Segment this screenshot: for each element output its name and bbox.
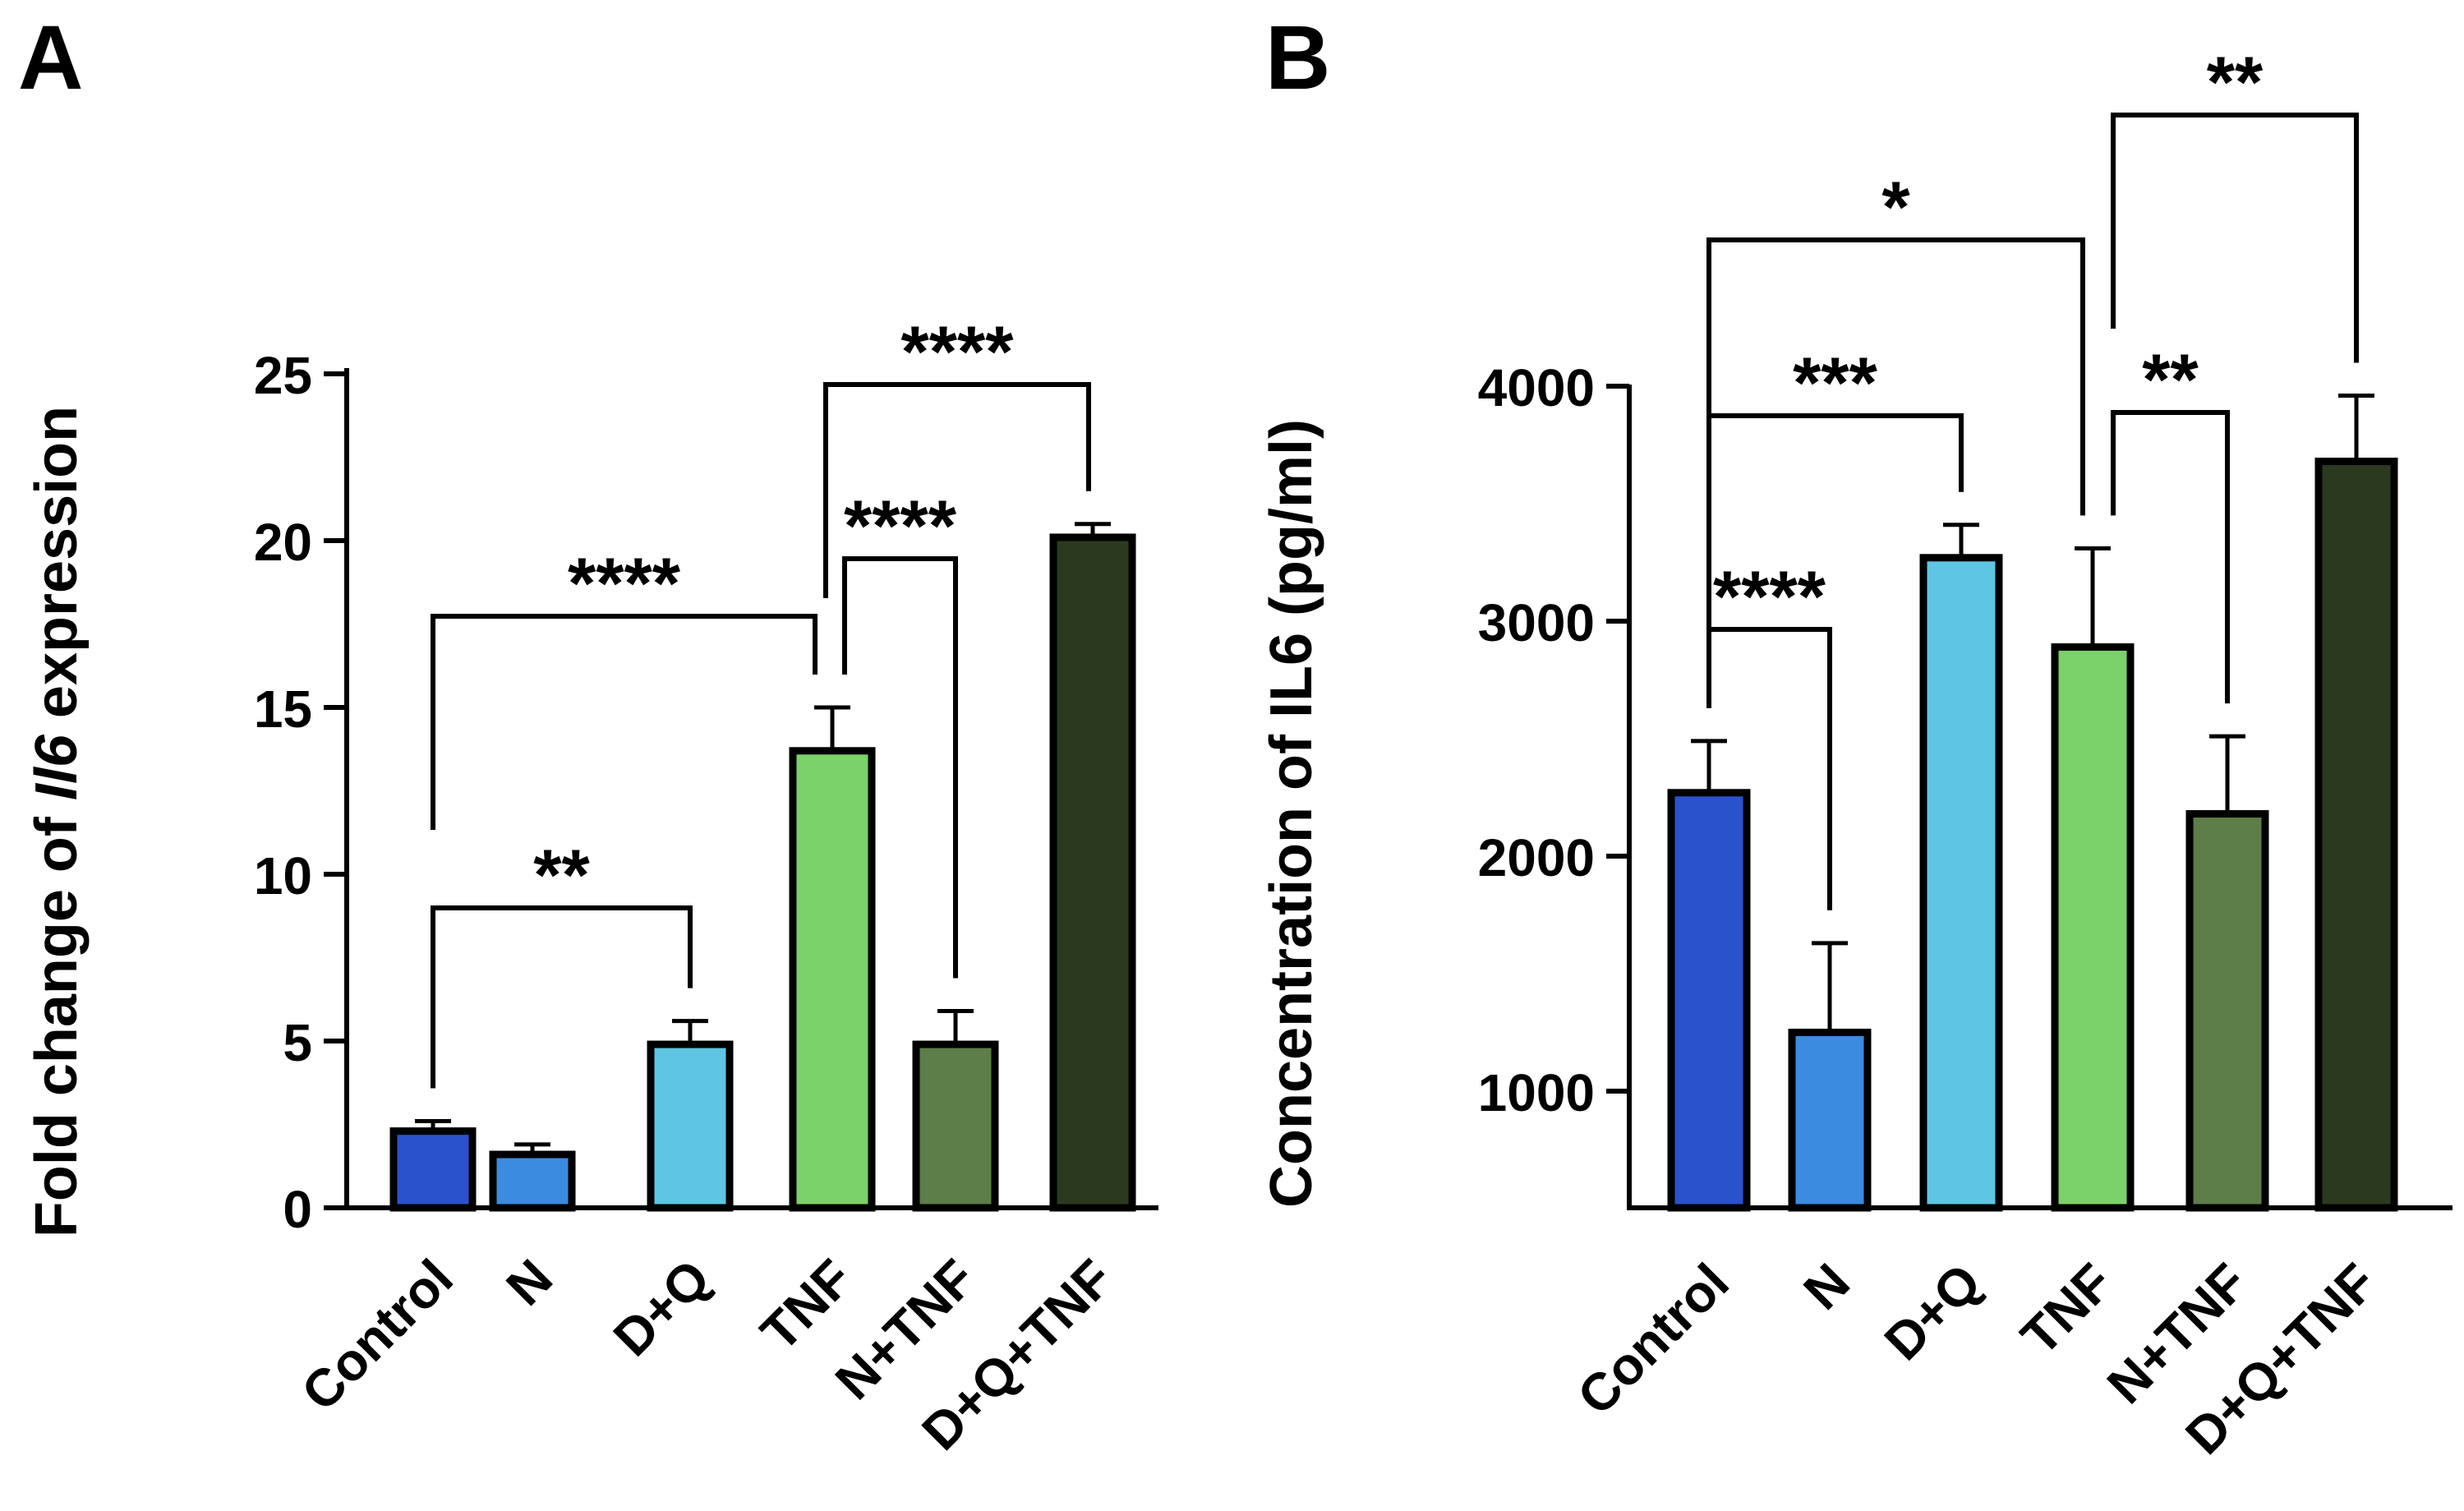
x-tick-label: Control	[290, 1248, 464, 1422]
y-tick-label: 15	[254, 679, 312, 739]
bar-n	[1788, 1029, 1872, 1212]
gene-name: Il6	[24, 734, 90, 800]
significance-bracket	[1706, 627, 1832, 910]
x-tick-label: D+Q	[1873, 1252, 1992, 1371]
panel-a: A Fold change of Il6 expression 0 5 10 15 20…	[18, 7, 1158, 1462]
x-tick-label: TNF	[2010, 1252, 2124, 1366]
significance-bracket	[823, 382, 1091, 598]
significance-bracket	[1706, 237, 2085, 516]
significance-label: ****	[568, 542, 681, 624]
panel-b-label: B	[1265, 7, 1330, 108]
y-tick-label: 0	[283, 1180, 312, 1239]
bar-d-plus-q	[647, 1040, 734, 1212]
bar-tnf	[789, 747, 876, 1212]
bar-d-plus-q-plus-tnf	[1049, 533, 1136, 1212]
significance-label: ****	[1713, 555, 1826, 637]
y-tick-label: 20	[254, 513, 312, 572]
bar-n-plus-tnf	[912, 1040, 999, 1212]
x-tick-label: D+Q	[602, 1248, 721, 1367]
y-tick-label: 2000	[1478, 828, 1595, 887]
significance-label: *	[1881, 166, 1910, 247]
significance-label: ****	[901, 311, 1015, 392]
significance-label: **	[2142, 339, 2199, 420]
bar-control	[389, 1127, 477, 1212]
x-tick-label: Control	[1566, 1252, 1740, 1426]
significance-bracket	[431, 905, 693, 1089]
bar-d-plus-q	[1919, 554, 2003, 1212]
y-tick-label: 10	[254, 846, 312, 905]
significance-bracket	[431, 614, 817, 830]
significance-bracket	[1706, 413, 1964, 629]
y-tick-label: 3000	[1478, 593, 1595, 652]
bar-n	[489, 1150, 576, 1212]
significance-label: ****	[844, 485, 957, 566]
y-tick-label: 25	[254, 346, 312, 405]
panel-b-y-axis-title: Concentration of IL6 (pg/ml)	[1259, 419, 1324, 1208]
y-tick-label: 1000	[1478, 1063, 1595, 1122]
bar-tnf	[2051, 643, 2135, 1212]
significance-bracket	[2111, 113, 2359, 363]
panel-a-label: A	[18, 7, 83, 108]
significance-label: ***	[1793, 342, 1877, 423]
bar-control	[1667, 789, 1751, 1212]
x-tick-label: N	[1792, 1252, 1861, 1321]
x-tick-label: N	[495, 1248, 564, 1317]
significance-bracket	[842, 556, 958, 979]
bar-d-plus-q-plus-tnf	[2314, 458, 2398, 1212]
x-tick-label: TNF	[749, 1248, 864, 1362]
significance-bracket	[2111, 410, 2230, 704]
panel-a-y-axis-title: Fold change of Il6 expression	[24, 406, 90, 1237]
panel-b: B Concentration of IL6 (pg/ml) 1000 2000 3…	[1259, 7, 2452, 1466]
bar-n-plus-tnf	[2185, 810, 2269, 1212]
y-tick-label: 5	[283, 1013, 312, 1072]
y-tick-label: 4000	[1478, 358, 1595, 417]
significance-label: **	[2207, 41, 2264, 122]
significance-label: **	[533, 834, 590, 915]
